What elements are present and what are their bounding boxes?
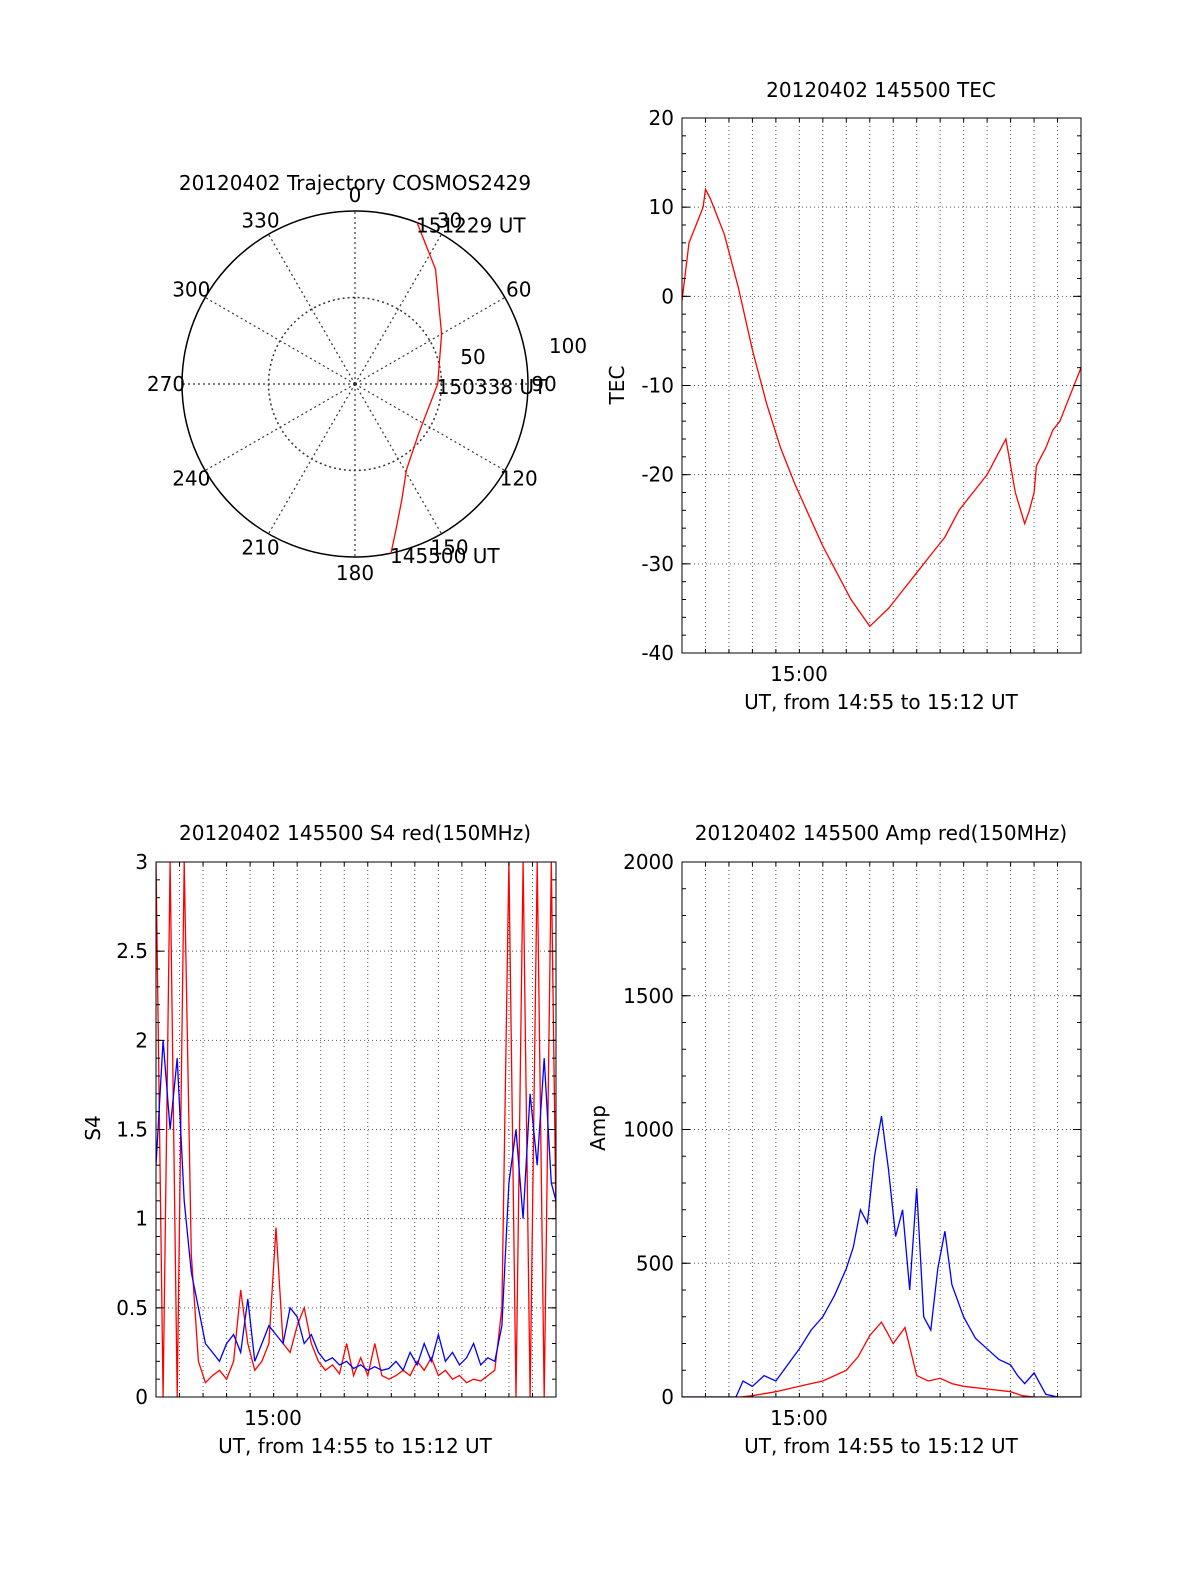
trajectory-polar-chart: 20120402 Trajectory COSMOS2429 0 30 60 90 12… [147,171,587,585]
amp-ytick-label: 1000 [623,1118,674,1142]
polar-radial-label: 100 [549,334,587,358]
tec-xtick-label: 15:00 [770,662,828,686]
polar-series [390,222,443,554]
polar-angle-label: 210 [241,536,279,560]
polar-angle-label: 150 [430,536,468,560]
s4-xlabel: UT, from 14:55 to 15:12 UT [218,1434,493,1458]
polar-angle-label: 270 [147,372,185,396]
s4-title: 20120402 145500 S4 red(150MHz) [179,821,531,845]
s4-ytick-label: 0.5 [116,1296,148,1320]
s4-plot-area: 0 0.5 1 1.5 2 2.5 3 15:00 [116,850,557,1430]
trajectory-line [390,222,443,554]
amp-chart: 20120402 145500 Amp red(150MHz) 0 500 1000… [586,821,1082,1458]
polar-labels: 0 30 60 90 120 150 180 210 240 270 300 330 50 100 1512… [147,183,587,585]
tec-ytick-label: 0 [661,284,674,308]
polar-spoke [354,296,506,385]
amp-ytick-label: 2000 [623,850,674,874]
tec-ylabel: TEC [605,366,629,406]
trajectory-time-label: 151229 UT [416,214,526,238]
amp-title: 20120402 145500 Amp red(150MHz) [695,821,1067,845]
s4-ytick-label: 3 [135,850,148,874]
tec-ytick-label: -30 [641,552,674,576]
amp-ytick-label: 0 [661,1385,674,1409]
tec-ytick-label: -40 [641,641,674,665]
amp-ylabel: Amp [586,1105,610,1151]
tec-ytick-label: -10 [641,374,674,398]
tec-plot-area: -40 -30 -20 -10 0 10 20 15:00 [641,106,1082,686]
polar-angle-label: 90 [531,372,556,396]
trajectory-time-label: 145500 UT [390,544,500,568]
polar-angle-label: 120 [500,467,538,491]
polar-inner-circle [267,296,443,472]
amp-series-line [682,1115,1081,1397]
polar-angle-label: 240 [172,467,210,491]
amp-ytick-label: 1500 [623,984,674,1008]
tec-ytick-label: 10 [649,195,674,219]
s4-series-line [156,1040,556,1372]
tec-xlabel: UT, from 14:55 to 15:12 UT [744,690,1019,714]
amp-series-line [682,1320,1081,1397]
s4-ytick-label: 1.5 [116,1118,148,1142]
s4-ytick-label: 2 [135,1028,148,1052]
s4-ytick-label: 2.5 [116,939,148,963]
polar-spoke [354,233,443,385]
polar-angle-label: 300 [172,278,210,302]
tec-title: 20120402 145500 TEC [766,78,996,102]
amp-xlabel: UT, from 14:55 to 15:12 UT [744,1434,1019,1458]
polar-angle-label: 180 [336,561,374,585]
polar-outer-circle [181,210,529,558]
tec-series-line [682,187,1081,628]
trajectory-time-label: 150338 UT [437,375,547,399]
polar-angle-label: 330 [241,208,279,232]
polar-angle-label: 60 [506,278,531,302]
s4-xtick-label: 15:00 [244,1406,302,1430]
tec-ytick-label: -20 [641,463,674,487]
s4-ytick-label: 1 [135,1207,148,1231]
amp-plot-area: 0 500 1000 1500 2000 15:00 [623,850,1082,1430]
polar-radial-label: 50 [460,345,485,369]
tec-ytick-label: 20 [649,106,674,130]
polar-title: 20120402 Trajectory COSMOS2429 [179,171,531,195]
amp-xtick-label: 15:00 [770,1406,828,1430]
polar-angle-label: 30 [437,208,462,232]
amp-ytick-label: 500 [636,1251,674,1275]
polar-angle-label: 0 [349,183,362,207]
s4-ylabel: S4 [81,1115,105,1140]
polar-grid [181,210,529,558]
tec-chart: 20120402 145500 TEC -40 -30 -20 -10 0 10 20 15:… [605,78,1082,714]
s4-ytick-label: 0 [135,1385,148,1409]
s4-chart: 20120402 145500 S4 red(150MHz) 0 0.5 1 1.5 2… [81,821,557,1458]
